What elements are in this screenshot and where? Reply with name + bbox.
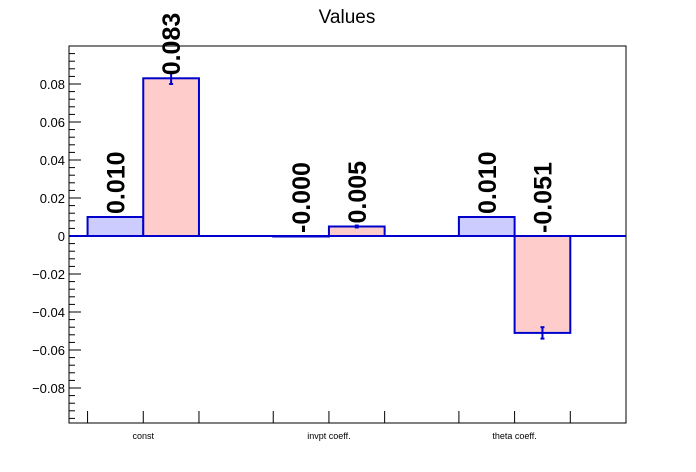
y-tick-label: 0.08: [40, 77, 65, 92]
bar: [86, 216, 145, 237]
bar: [457, 216, 516, 237]
y-tick-label: 0.02: [40, 191, 65, 206]
bar: [142, 77, 200, 237]
y-axis: −0.08 −0.06 −0.04 −0.02 0 0.02 0.04 0.06 0.08: [32, 45, 81, 419]
x-category-label: invpt coeff.: [307, 431, 350, 441]
x-axis: const invpt coeff. theta coeff.: [87, 411, 571, 441]
y-tick-label: 0.04: [40, 153, 65, 168]
x-category-label: theta coeff.: [492, 431, 536, 441]
bar-value-label: 0.010: [474, 151, 502, 214]
plot-frame: [68, 45, 627, 424]
data-labels: 0.010 -0.000 0.010 0.083 0.005 -0.051: [102, 13, 557, 233]
bar-value-label: 0.083: [158, 13, 186, 76]
chart-title: Values: [319, 7, 376, 28]
y-tick-label: −0.06: [32, 343, 65, 358]
y-tick-label: 0: [58, 229, 65, 244]
bar-value-label: 0.005: [344, 161, 372, 224]
bar-value-label: -0.000: [288, 162, 316, 233]
bar: [513, 235, 572, 334]
y-tick-label: −0.08: [32, 381, 65, 396]
x-category-label: const: [133, 431, 155, 441]
bar-value-label: 0.010: [102, 151, 130, 214]
bars: [69, 71, 626, 340]
y-tick-label: 0.06: [40, 115, 65, 130]
bar-value-label: -0.051: [529, 162, 557, 233]
y-tick-label: −0.02: [32, 267, 65, 282]
y-tick-label: −0.04: [32, 305, 65, 320]
